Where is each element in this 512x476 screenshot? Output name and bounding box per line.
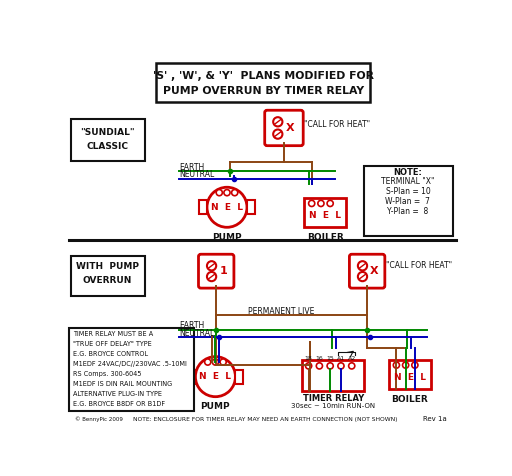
- Text: M1EDF 24VAC/DC//230VAC .5-10MI: M1EDF 24VAC/DC//230VAC .5-10MI: [73, 361, 187, 367]
- Text: A2: A2: [348, 357, 356, 361]
- Text: NOTE: ENCLOSURE FOR TIMER RELAY MAY NEED AN EARTH CONNECTION (NOT SHOWN): NOTE: ENCLOSURE FOR TIMER RELAY MAY NEED…: [133, 416, 398, 422]
- Text: NOTE:: NOTE:: [394, 168, 422, 177]
- Circle shape: [327, 363, 333, 369]
- Text: 1: 1: [219, 266, 227, 276]
- Text: WITH  PUMP: WITH PUMP: [76, 262, 139, 271]
- Circle shape: [224, 189, 230, 196]
- Circle shape: [327, 200, 333, 207]
- Text: N  E  L: N E L: [211, 203, 243, 212]
- Circle shape: [216, 189, 222, 196]
- FancyBboxPatch shape: [349, 254, 385, 288]
- FancyBboxPatch shape: [247, 200, 254, 214]
- FancyBboxPatch shape: [72, 256, 144, 296]
- Text: S-Plan = 10: S-Plan = 10: [386, 188, 430, 197]
- Circle shape: [393, 362, 399, 368]
- Circle shape: [207, 187, 247, 228]
- Text: A1: A1: [337, 357, 345, 361]
- Circle shape: [358, 272, 367, 281]
- FancyBboxPatch shape: [199, 200, 207, 214]
- FancyBboxPatch shape: [156, 63, 370, 102]
- Text: RS Comps. 300-6045: RS Comps. 300-6045: [73, 371, 141, 377]
- Circle shape: [196, 357, 236, 397]
- Text: 'S' , 'W', & 'Y'  PLANS MODIFIED FOR: 'S' , 'W', & 'Y' PLANS MODIFIED FOR: [153, 71, 374, 81]
- Text: OVERRUN: OVERRUN: [83, 276, 132, 285]
- Circle shape: [306, 363, 312, 369]
- FancyBboxPatch shape: [236, 370, 243, 384]
- Text: EARTH: EARTH: [179, 321, 204, 330]
- Text: "TRUE OFF DELAY" TYPE: "TRUE OFF DELAY" TYPE: [73, 341, 152, 347]
- Text: N  E  L: N E L: [394, 373, 426, 382]
- Text: 16: 16: [315, 357, 323, 361]
- FancyBboxPatch shape: [265, 110, 303, 146]
- Text: PUMP OVERRUN BY TIMER RELAY: PUMP OVERRUN BY TIMER RELAY: [163, 86, 364, 96]
- Text: ALTERNATIVE PLUG-IN TYPE: ALTERNATIVE PLUG-IN TYPE: [73, 391, 162, 397]
- Text: "CALL FOR HEAT": "CALL FOR HEAT": [386, 260, 452, 269]
- Text: TIMER RELAY: TIMER RELAY: [303, 394, 364, 403]
- Circle shape: [220, 359, 226, 365]
- Text: © BennyPic 2009: © BennyPic 2009: [75, 416, 122, 422]
- Text: NEUTRAL: NEUTRAL: [179, 170, 215, 179]
- Text: PUMP: PUMP: [201, 402, 230, 411]
- Text: EARTH: EARTH: [179, 163, 204, 172]
- Text: X: X: [286, 123, 294, 133]
- Circle shape: [231, 189, 238, 196]
- FancyBboxPatch shape: [364, 167, 453, 236]
- Circle shape: [309, 200, 315, 207]
- Text: 18: 18: [305, 357, 312, 361]
- Text: PUMP: PUMP: [212, 233, 242, 242]
- Circle shape: [207, 261, 216, 270]
- Text: Rev 1a: Rev 1a: [423, 416, 446, 422]
- FancyBboxPatch shape: [304, 198, 346, 228]
- Text: BOILER: BOILER: [307, 233, 344, 242]
- FancyBboxPatch shape: [72, 119, 144, 161]
- Text: NEUTRAL: NEUTRAL: [179, 329, 215, 338]
- Text: E.G. BROYCE B8DF OR B1DF: E.G. BROYCE B8DF OR B1DF: [73, 401, 165, 407]
- Circle shape: [358, 261, 367, 270]
- Circle shape: [316, 363, 323, 369]
- Text: Y-Plan =  8: Y-Plan = 8: [387, 208, 429, 217]
- FancyBboxPatch shape: [303, 360, 364, 390]
- Circle shape: [205, 359, 211, 365]
- Circle shape: [207, 272, 216, 281]
- Text: PERMANENT LIVE: PERMANENT LIVE: [248, 307, 314, 316]
- Text: CLASSIC: CLASSIC: [87, 142, 129, 151]
- Text: "CALL FOR HEAT": "CALL FOR HEAT": [304, 119, 370, 129]
- FancyBboxPatch shape: [389, 360, 431, 389]
- Circle shape: [212, 359, 219, 365]
- Circle shape: [273, 129, 283, 139]
- Text: 30sec ~ 10min RUN-ON: 30sec ~ 10min RUN-ON: [291, 403, 375, 409]
- FancyBboxPatch shape: [188, 370, 196, 384]
- Text: X: X: [370, 266, 378, 276]
- Text: N  E  L: N E L: [309, 211, 341, 220]
- Text: 15: 15: [326, 357, 334, 361]
- FancyBboxPatch shape: [199, 254, 234, 288]
- Circle shape: [318, 200, 324, 207]
- Text: BOILER: BOILER: [392, 395, 428, 404]
- Text: TIMER RELAY MUST BE A: TIMER RELAY MUST BE A: [73, 331, 153, 337]
- Circle shape: [349, 363, 355, 369]
- Text: "SUNDIAL": "SUNDIAL": [80, 128, 135, 137]
- Text: E.G. BROYCE CONTROL: E.G. BROYCE CONTROL: [73, 351, 148, 357]
- Text: TERMINAL "X": TERMINAL "X": [381, 178, 435, 187]
- Circle shape: [273, 117, 283, 127]
- FancyBboxPatch shape: [69, 328, 194, 411]
- Circle shape: [412, 362, 418, 368]
- Text: M1EDF IS DIN RAIL MOUNTING: M1EDF IS DIN RAIL MOUNTING: [73, 381, 172, 387]
- Text: W-Plan =  7: W-Plan = 7: [386, 198, 431, 207]
- Circle shape: [402, 362, 409, 368]
- Circle shape: [338, 363, 344, 369]
- Text: N  E  L: N E L: [200, 372, 231, 381]
